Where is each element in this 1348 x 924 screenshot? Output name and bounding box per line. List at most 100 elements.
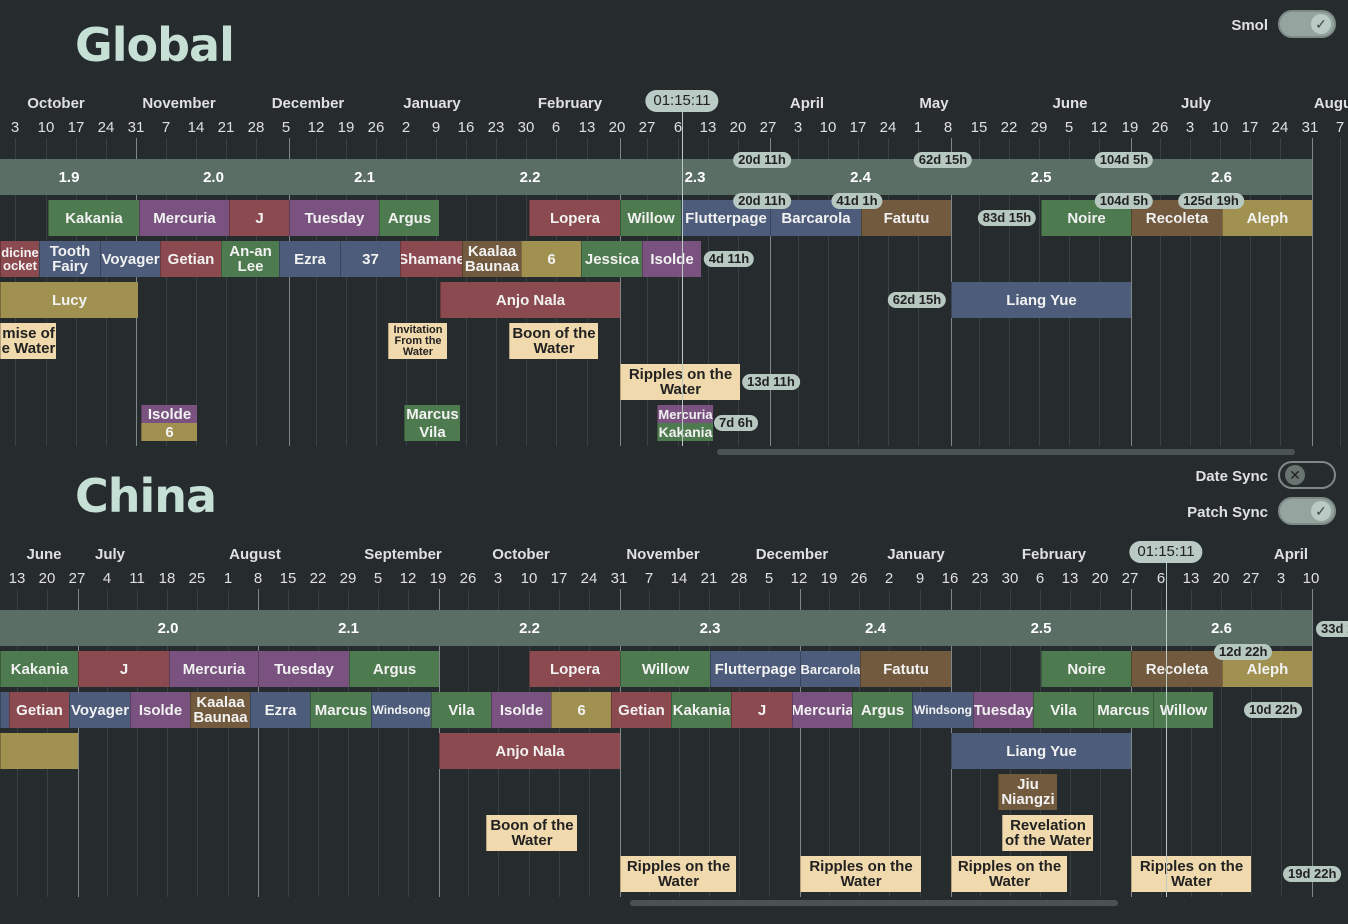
banner[interactable]: Voyager (69, 692, 130, 728)
banner-partial[interactable] (0, 692, 9, 728)
banner[interactable]: Ripples on the Water (620, 364, 740, 400)
banner[interactable]: Flutterpage (710, 651, 800, 687)
grid-line (376, 138, 377, 446)
banner[interactable]: Jessica (581, 241, 642, 277)
banner[interactable]: Liang Yue (951, 282, 1131, 318)
banner[interactable]: Willow (620, 200, 681, 236)
grid-line (1340, 138, 1341, 446)
banner[interactable]: mise of e Water (0, 323, 56, 359)
banner[interactable]: Ripples on the Water (951, 856, 1067, 892)
banner[interactable]: Kakania (48, 200, 139, 236)
banner[interactable]: Kakania (0, 651, 78, 687)
banner[interactable]: Marcus (310, 692, 371, 728)
banner[interactable]: J (731, 692, 792, 728)
day-label: 3 (793, 119, 803, 136)
banner[interactable]: Kakania (671, 692, 731, 728)
banner[interactable]: Argus (852, 692, 912, 728)
day-label: 21 (217, 119, 235, 136)
banner[interactable]: Mercuria (792, 692, 852, 728)
banner[interactable]: Willow (1153, 692, 1213, 728)
banner[interactable]: Willow (620, 651, 710, 687)
month-label: September (364, 546, 442, 563)
version-bar: 1.9 (0, 159, 138, 195)
day-label: 27 (68, 570, 86, 587)
banner[interactable]: Argus (349, 651, 439, 687)
banner[interactable]: dicine ocket (0, 241, 39, 277)
day-label: 26 (459, 570, 477, 587)
banner[interactable]: Ezra (250, 692, 310, 728)
banner[interactable]: Mercuria (139, 200, 229, 236)
banner[interactable]: Isolde (130, 692, 190, 728)
banner[interactable]: Ezra (279, 241, 340, 277)
patch-sync-toggle[interactable]: ✓ (1278, 497, 1336, 525)
banner[interactable]: Voyager (100, 241, 160, 277)
banner[interactable]: Argus (379, 200, 439, 236)
banner[interactable]: Mercuria (169, 651, 258, 687)
smol-toggle[interactable]: ✓ (1278, 10, 1336, 38)
countdown-pill: 41d 1h (831, 193, 883, 209)
banner[interactable]: Kaalaa Baunaa (462, 241, 521, 277)
banner[interactable]: J (78, 651, 169, 687)
banner[interactable]: Tooth Fairy (39, 241, 100, 277)
banner[interactable]: 37 (340, 241, 400, 277)
banner[interactable]: Ripples on the Water (620, 856, 736, 892)
day-label: 3 (1276, 570, 1286, 587)
banner[interactable]: Vila (404, 423, 460, 441)
banner[interactable]: Lopera (529, 200, 620, 236)
banner[interactable]: Marcus (404, 405, 460, 423)
banner[interactable]: Jiu Niangzi (998, 774, 1057, 810)
banner[interactable]: 6 (521, 241, 581, 277)
banner[interactable]: Getian (9, 692, 69, 728)
banner[interactable]: Vila (431, 692, 491, 728)
banner[interactable]: Shamane (400, 241, 462, 277)
banner[interactable]: Tuesday (973, 692, 1033, 728)
banner[interactable]: Ripples on the Water (800, 856, 921, 892)
horizontal-scrollbar[interactable] (630, 900, 1118, 906)
date-sync-toggle[interactable]: ✕ (1278, 461, 1336, 489)
banner[interactable]: Mercuria (657, 405, 713, 423)
day-label: 3 (493, 570, 503, 587)
month-label: April (789, 95, 825, 112)
day-label: 24 (1271, 119, 1289, 136)
banner[interactable]: Kakania (657, 423, 713, 441)
banner[interactable]: Liang Yue (951, 733, 1131, 769)
banner[interactable]: Kaalaa Baunaa (190, 692, 250, 728)
banner[interactable]: Windsong (912, 692, 973, 728)
banner[interactable]: Getian (160, 241, 221, 277)
day-label: 24 (879, 119, 897, 136)
banner[interactable]: Lucy (0, 282, 138, 318)
banner[interactable]: Getian (611, 692, 671, 728)
month-label: Augu (1313, 95, 1348, 112)
banner[interactable]: 6 (551, 692, 611, 728)
horizontal-scrollbar[interactable] (717, 449, 1295, 455)
banner[interactable]: Revelation of the Water (1002, 815, 1093, 851)
banner-partial[interactable] (0, 733, 78, 769)
banner[interactable]: Boon of the Water (509, 323, 598, 359)
grid-line (1250, 138, 1251, 446)
banner[interactable]: Recoleta (1131, 651, 1222, 687)
banner[interactable]: Vila (1033, 692, 1093, 728)
banner[interactable]: Lopera (529, 651, 620, 687)
countdown-pill: 19d 22h (1283, 866, 1342, 882)
current-time-badge: 01:15:11 (645, 90, 719, 112)
banner[interactable]: Windsong (371, 692, 431, 728)
banner[interactable]: 6 (141, 423, 197, 441)
banner[interactable]: J (229, 200, 289, 236)
banner[interactable]: Anjo Nala (439, 733, 620, 769)
banner[interactable]: Isolde (141, 405, 197, 423)
banner[interactable]: Boon of the Water (486, 815, 577, 851)
banner[interactable]: Isolde (642, 241, 701, 277)
banner[interactable]: An-an Lee (221, 241, 279, 277)
day-label: 26 (850, 570, 868, 587)
banner[interactable]: Fatutu (860, 651, 951, 687)
banner[interactable]: Barcarola (800, 651, 860, 687)
banner[interactable]: Isolde (491, 692, 551, 728)
banner[interactable]: Noire (1041, 651, 1131, 687)
banner[interactable]: Ripples on the Water (1131, 856, 1251, 892)
banner[interactable]: Tuesday (258, 651, 349, 687)
banner[interactable]: Anjo Nala (440, 282, 620, 318)
grid-line (829, 589, 830, 897)
banner[interactable]: Invitation From the Water (388, 323, 447, 359)
banner[interactable]: Tuesday (289, 200, 379, 236)
banner[interactable]: Marcus (1093, 692, 1153, 728)
